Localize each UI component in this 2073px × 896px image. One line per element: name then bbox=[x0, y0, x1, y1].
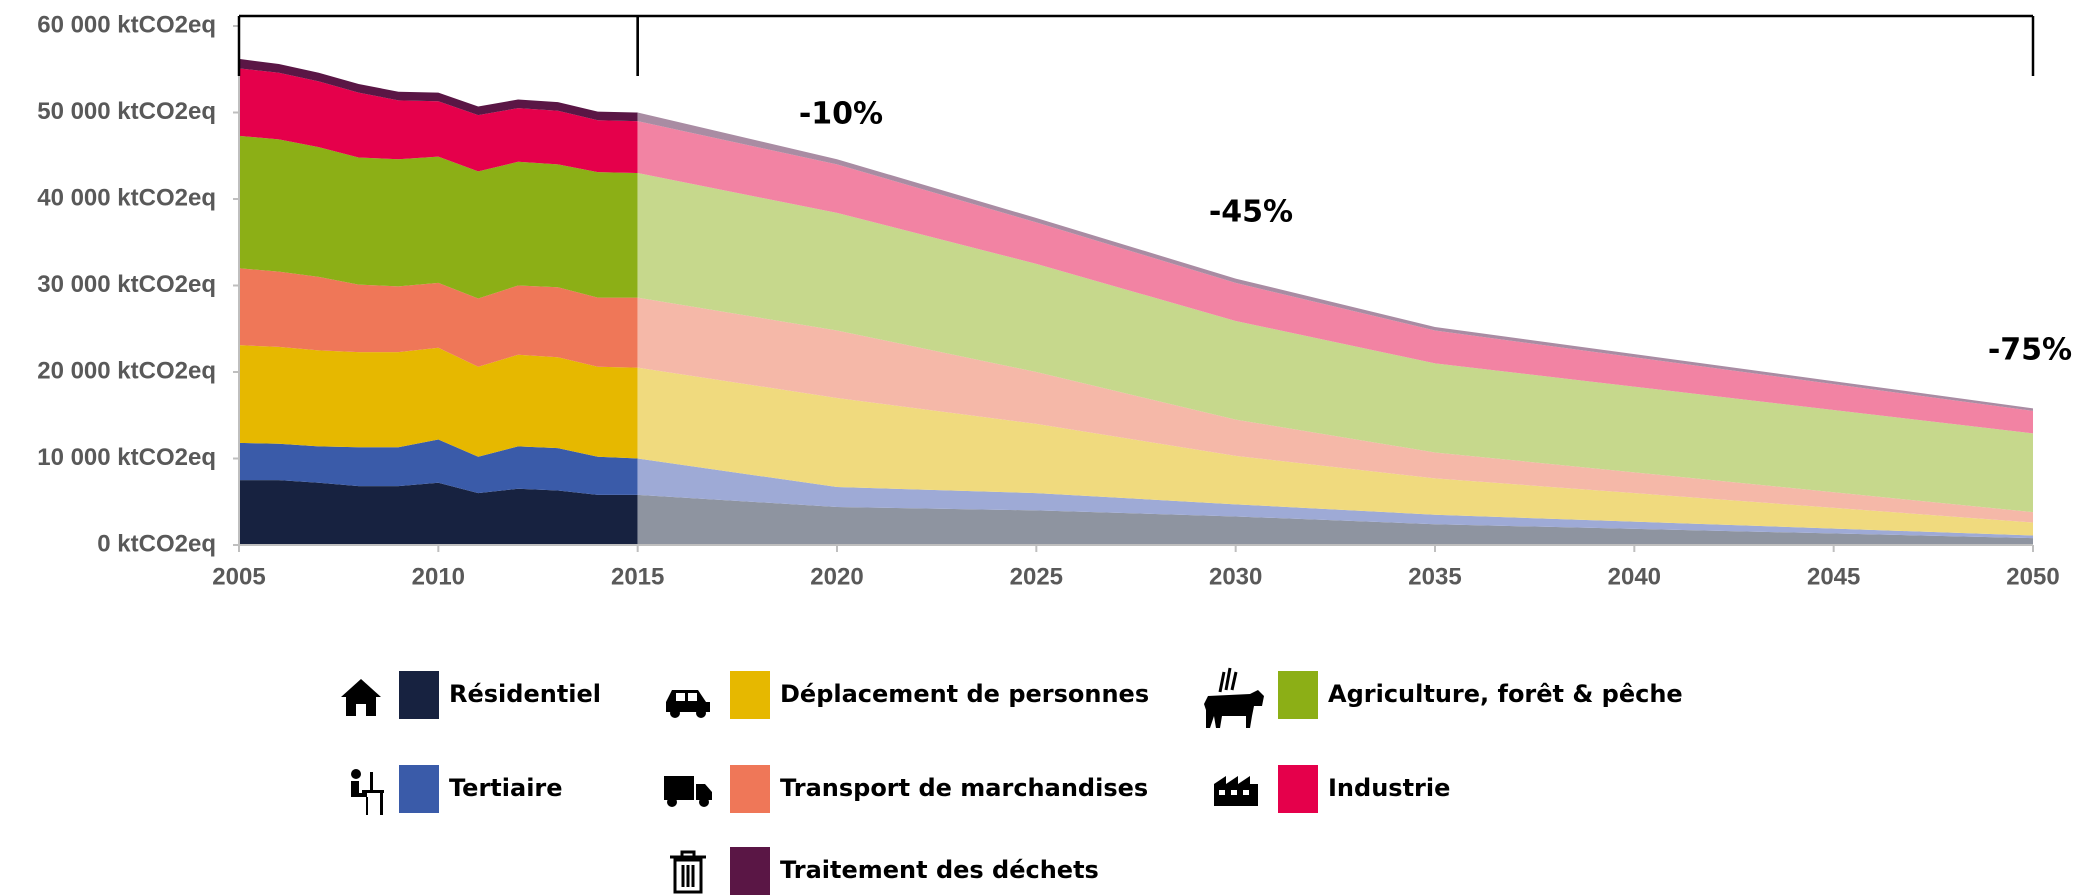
area bbox=[637, 367, 2033, 536]
legend-label: Résidentiel bbox=[449, 680, 601, 708]
legend-label: Traitement des déchets bbox=[780, 856, 1099, 884]
area bbox=[239, 480, 638, 545]
icon-cow bbox=[1204, 667, 1264, 728]
legend-label: Industrie bbox=[1328, 774, 1450, 802]
x-tick-label: 2010 bbox=[412, 563, 465, 590]
legend-swatch bbox=[399, 765, 439, 813]
icon-car bbox=[666, 690, 710, 718]
y-tick-label: 0 ktCO2eq bbox=[97, 530, 216, 557]
legend-swatch bbox=[730, 765, 770, 813]
areas bbox=[239, 58, 2033, 545]
legend-label: Agriculture, forêt & pêche bbox=[1328, 680, 1683, 708]
y-tick-label: 60 000 ktCO2eq bbox=[37, 11, 216, 38]
icon-office bbox=[351, 769, 384, 815]
area bbox=[637, 173, 2033, 513]
legend-swatch bbox=[1278, 671, 1318, 719]
area bbox=[637, 494, 2033, 545]
legend-swatch bbox=[1278, 765, 1318, 813]
area bbox=[239, 68, 638, 174]
y-tick-label: 40 000 ktCO2eq bbox=[37, 184, 216, 211]
icon-factory bbox=[1214, 776, 1258, 806]
area bbox=[239, 135, 638, 299]
legend-label: Déplacement de personnes bbox=[780, 680, 1149, 708]
icon-trash bbox=[670, 850, 706, 894]
y-tick-label: 50 000 ktCO2eq bbox=[37, 98, 216, 125]
legend-label: Transport de marchandises bbox=[780, 774, 1148, 802]
area bbox=[239, 439, 638, 495]
legend-label: Tertiaire bbox=[449, 774, 563, 802]
area bbox=[637, 121, 2033, 434]
x-tick-label: 2015 bbox=[611, 563, 664, 590]
area bbox=[637, 297, 2033, 523]
annotation: -45% bbox=[1209, 195, 1293, 230]
x-tick-label: 2005 bbox=[212, 563, 265, 590]
legend-swatch bbox=[730, 671, 770, 719]
area bbox=[239, 58, 638, 122]
legend-swatch bbox=[730, 847, 770, 895]
annotation: -10% bbox=[799, 97, 883, 132]
area bbox=[637, 458, 2033, 539]
y-tick-label: 30 000 ktCO2eq bbox=[37, 271, 216, 298]
icon-house bbox=[341, 679, 381, 716]
area bbox=[239, 345, 638, 459]
x-tick-label: 2025 bbox=[1010, 563, 1063, 590]
x-tick-label: 2050 bbox=[2006, 563, 2059, 590]
legend-swatch bbox=[399, 671, 439, 719]
icon-truck bbox=[664, 776, 712, 807]
annotation: -75% bbox=[1988, 333, 2072, 368]
y-tick-label: 10 000 ktCO2eq bbox=[37, 444, 216, 471]
x-tick-label: 2045 bbox=[1807, 563, 1860, 590]
x-tick-label: 2040 bbox=[1608, 563, 1661, 590]
x-tick-label: 2020 bbox=[810, 563, 863, 590]
y-tick-label: 20 000 ktCO2eq bbox=[37, 357, 216, 384]
x-tick-label: 2030 bbox=[1209, 563, 1262, 590]
x-tick-label: 2035 bbox=[1408, 563, 1461, 590]
area bbox=[239, 268, 638, 368]
